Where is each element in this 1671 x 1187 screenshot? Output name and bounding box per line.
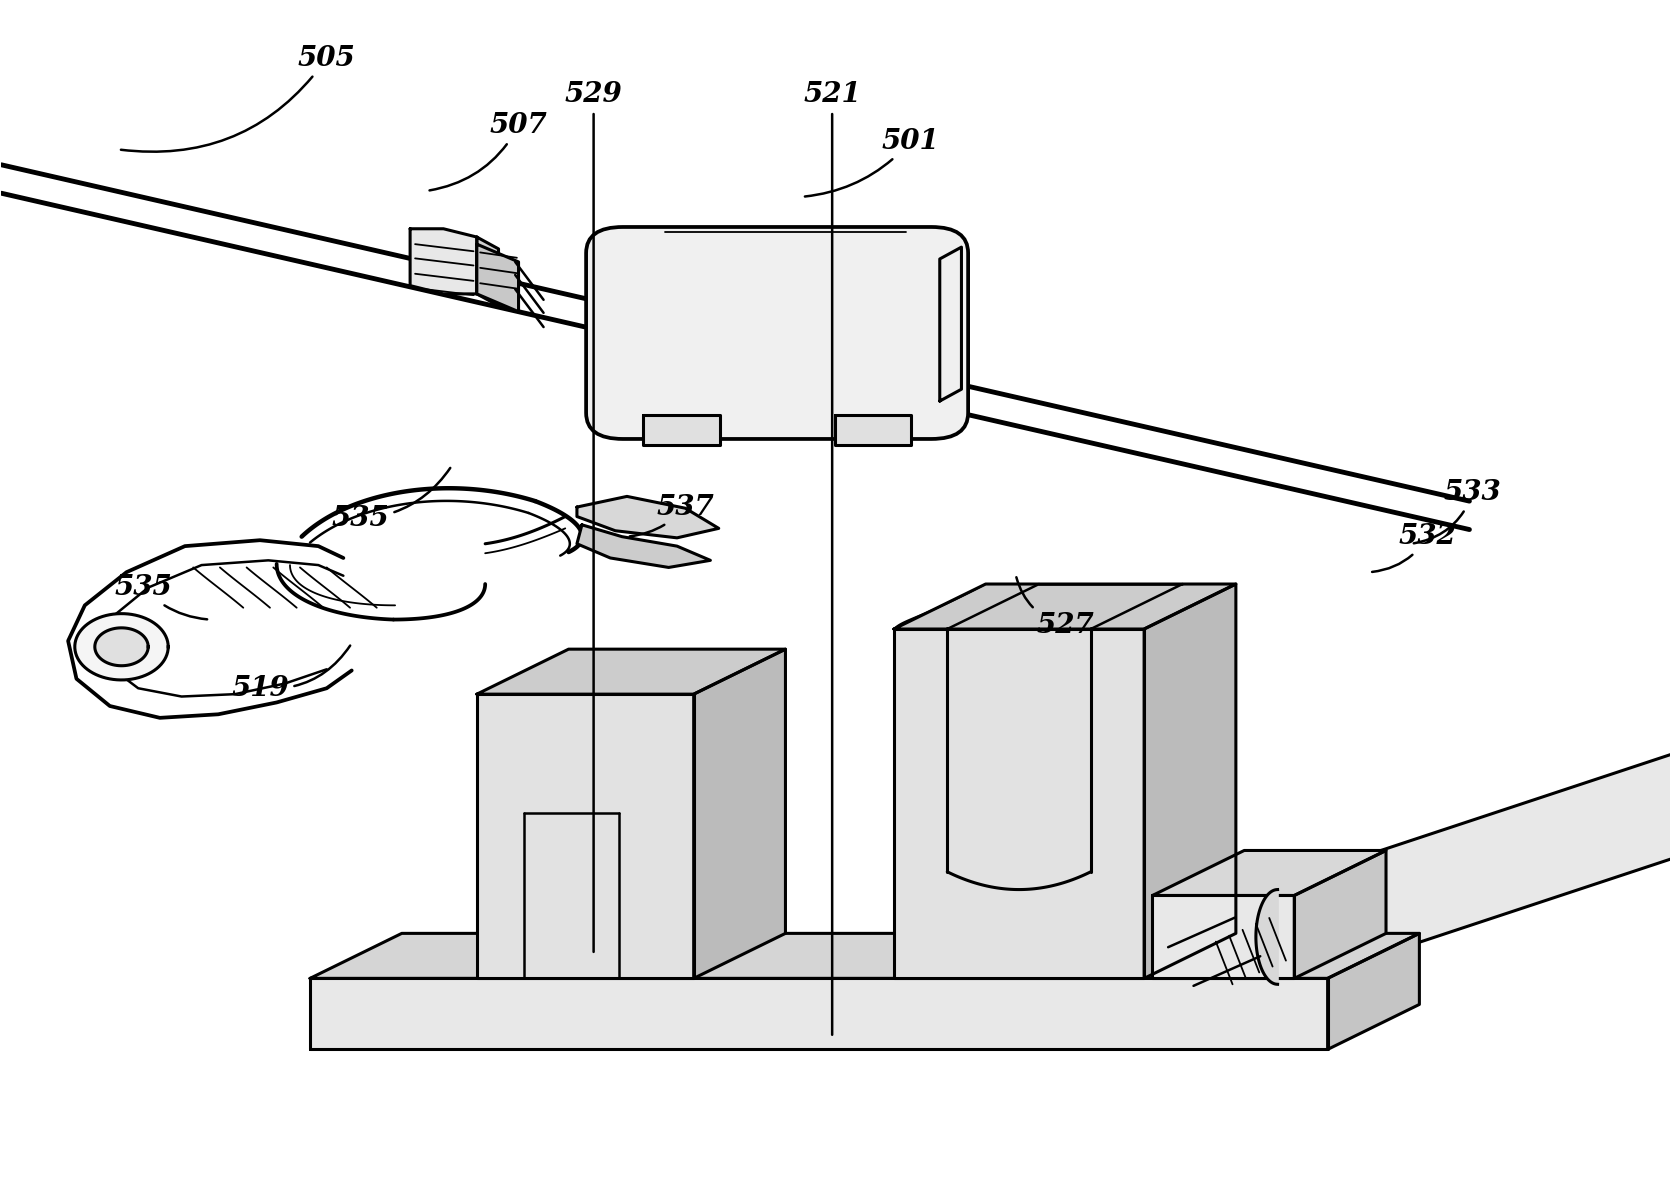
Text: 519: 519 — [231, 646, 351, 702]
Polygon shape — [1257, 889, 1278, 984]
Polygon shape — [576, 525, 710, 567]
FancyBboxPatch shape — [587, 227, 968, 439]
Text: 533: 533 — [1414, 480, 1502, 544]
Text: 529: 529 — [565, 82, 623, 952]
Polygon shape — [1153, 850, 1385, 895]
Polygon shape — [643, 415, 720, 445]
Polygon shape — [75, 614, 169, 680]
Polygon shape — [1153, 895, 1295, 978]
Text: 535: 535 — [114, 575, 207, 620]
Polygon shape — [476, 237, 498, 306]
Polygon shape — [1250, 704, 1671, 979]
Polygon shape — [95, 628, 149, 666]
Text: 535: 535 — [331, 468, 449, 533]
Polygon shape — [1145, 584, 1237, 978]
Polygon shape — [311, 933, 1419, 978]
Polygon shape — [1295, 850, 1385, 978]
Polygon shape — [894, 629, 1145, 978]
Polygon shape — [939, 247, 961, 401]
Text: 507: 507 — [429, 113, 548, 190]
Text: 532: 532 — [1372, 523, 1457, 572]
Polygon shape — [476, 649, 785, 694]
Text: 527: 527 — [1016, 577, 1095, 639]
Text: 505: 505 — [120, 45, 356, 152]
Text: 521: 521 — [804, 82, 861, 1035]
Polygon shape — [1328, 933, 1419, 1049]
Polygon shape — [836, 415, 911, 445]
Text: 537: 537 — [630, 494, 714, 537]
Polygon shape — [894, 584, 1237, 629]
Polygon shape — [576, 496, 719, 538]
Text: 501: 501 — [805, 128, 939, 197]
Polygon shape — [476, 245, 518, 312]
Polygon shape — [476, 694, 693, 978]
Polygon shape — [693, 649, 785, 978]
Polygon shape — [311, 978, 1328, 1049]
Polygon shape — [409, 229, 476, 294]
